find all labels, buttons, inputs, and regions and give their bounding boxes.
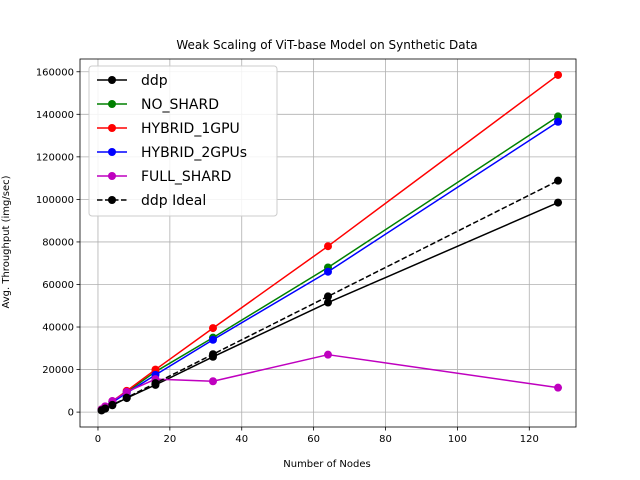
legend-label: NO_SHARD: [141, 97, 219, 113]
legend: ddp NO_SHARD HYBRID_1GPU HYBRID_2GPUs FULL_S…: [88, 65, 278, 217]
series-ddp-ideal: [97, 176, 563, 415]
data-point-hybrid-2gpus: [208, 335, 217, 344]
data-point-ddp-ideal: [151, 379, 160, 388]
y-tick-label: 80000: [42, 237, 74, 248]
axis-ticks: 0 20 40 60 80 100 120 0 20000 40000 60000 80000 1000…: [36, 67, 539, 445]
data-point-ddp: [554, 198, 563, 207]
data-point-full-shard: [324, 350, 332, 359]
y-tick-label: 120000: [36, 152, 74, 163]
data-point-ddp-ideal: [108, 400, 117, 409]
x-tick-label: 80: [379, 434, 392, 445]
legend-item-hybrid-2gpus: HYBRID_2GPUs: [97, 145, 247, 161]
legend-item-full-shard: FULL_SHARD: [97, 169, 231, 185]
data-point-ddp: [324, 298, 332, 307]
legend-marker: [108, 172, 116, 180]
y-tick-label: 140000: [36, 110, 74, 121]
legend-marker: [108, 100, 116, 108]
data-point-hybrid-1gpu: [208, 324, 217, 333]
legend-label: HYBRID_1GPU: [141, 121, 240, 137]
data-point-ddp-ideal: [554, 176, 563, 185]
y-tick-label: 0: [68, 408, 74, 419]
y-axis-title: Avg. Throughput (img/sec): [1, 175, 12, 308]
legend-item-hybrid-1gpu: HYBRID_1GPU: [97, 121, 240, 137]
x-tick-label: 40: [235, 434, 248, 445]
chart-title: Weak Scaling of ViT-base Model on Synthe…: [176, 38, 477, 52]
data-point-ddp-ideal: [101, 404, 110, 413]
data-point-hybrid-1gpu: [554, 70, 563, 79]
x-tick-label: 60: [307, 434, 320, 445]
y-tick-label: 100000: [36, 195, 74, 206]
x-tick-label: 0: [95, 434, 101, 445]
legend-label: ddp Ideal: [141, 193, 206, 209]
data-point-ddp-ideal: [122, 393, 131, 402]
data-point-full-shard: [208, 377, 217, 386]
data-point-hybrid-1gpu: [324, 242, 332, 251]
legend-item-ddp-ideal: ddp Ideal: [97, 193, 206, 209]
data-point-full-shard: [122, 387, 131, 396]
y-tick-label: 60000: [42, 280, 74, 291]
plot-area-frame: [79, 58, 577, 428]
data-point-ddp-ideal: [208, 350, 217, 359]
legend-marker: [108, 148, 116, 156]
data-point-ddp-ideal: [324, 292, 332, 301]
y-tick-label: 40000: [42, 323, 74, 334]
legend-marker: [108, 196, 116, 204]
legend-label: HYBRID_2GPUs: [141, 145, 247, 161]
data-point-hybrid-2gpus: [554, 117, 563, 126]
legend-label: ddp: [141, 73, 168, 89]
x-tick-label: 120: [520, 434, 539, 445]
x-tick-label: 100: [448, 434, 467, 445]
series-lines: [97, 70, 563, 415]
x-axis-title: Number of Nodes: [283, 459, 370, 470]
x-tick-label: 20: [163, 434, 176, 445]
legend-marker: [108, 124, 116, 132]
legend-box: [88, 65, 278, 217]
legend-item-ddp: ddp: [97, 73, 168, 89]
y-tick-label: 160000: [36, 67, 74, 78]
legend-marker: [108, 76, 116, 84]
legend-item-no-shard: NO_SHARD: [97, 97, 219, 113]
data-point-hybrid-2gpus: [324, 267, 332, 276]
legend-label: FULL_SHARD: [141, 169, 231, 185]
data-point-full-shard: [554, 383, 563, 392]
y-tick-label: 20000: [42, 365, 74, 376]
